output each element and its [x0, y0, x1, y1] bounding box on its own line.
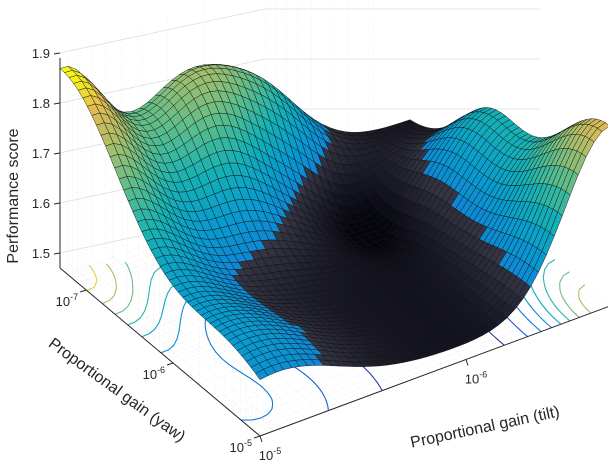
z-tick-mark [53, 152, 61, 155]
x-tick-label: 10-6 [465, 369, 487, 386]
z-tick-label: 1.7 [32, 146, 50, 161]
y-tick-mark [253, 435, 261, 439]
z-tick-mark [53, 252, 61, 255]
z-tick-label: 1.6 [32, 196, 50, 211]
x-tick-mark [465, 359, 469, 366]
x-ticks: 10-510-610-7 [259, 359, 487, 463]
grid-line [251, 298, 602, 430]
y-axis-label: Proportional gain (yaw) [45, 335, 188, 445]
y-tick-label: 10-6 [143, 365, 165, 382]
y-tick-label: 10-5 [230, 438, 252, 455]
x-axis-line [259, 306, 608, 437]
z-axis-label: Performance score [5, 128, 22, 263]
z-tick-label: 1.5 [32, 246, 50, 261]
z-tick-mark [53, 102, 61, 105]
z-ticks: 1.5 1.6 1.7 1.8 1.9 [32, 46, 61, 261]
y-axis-line [59, 267, 261, 437]
z-tick-label: 1.9 [32, 46, 50, 61]
y-tick-mark [166, 362, 174, 366]
surface-mesh [59, 63, 608, 380]
grid-line [246, 294, 597, 425]
axis-lines [59, 58, 608, 437]
z-tick-label: 1.8 [32, 96, 50, 111]
grid-line [59, 8, 266, 54]
z-tick-mark [53, 202, 61, 205]
y-tick-mark [80, 289, 87, 293]
grid-line [255, 302, 607, 433]
y-tick-label: 10-7 [56, 292, 78, 309]
x-tick-label: 10-5 [259, 446, 281, 463]
y-ticks: 10-5 10-6 10-7 [56, 289, 261, 455]
x-tick-mark [259, 435, 263, 443]
x-axis-label: Proportional gain (tilt) [409, 403, 561, 451]
surface-patch [255, 369, 269, 380]
z-tick-mark [53, 52, 61, 55]
